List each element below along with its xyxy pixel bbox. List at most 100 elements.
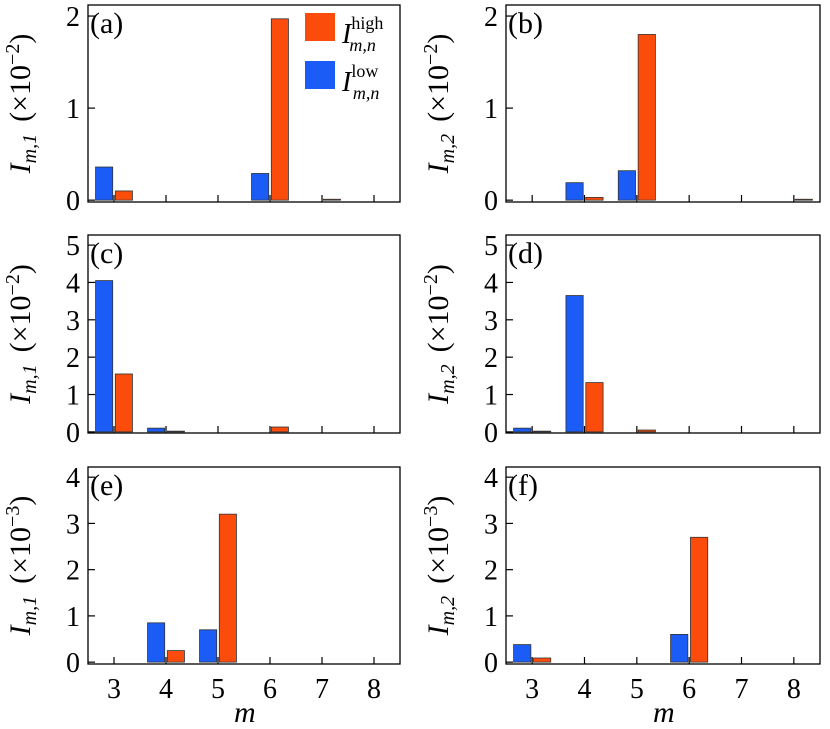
panel-label: (e) [90, 469, 123, 502]
y-tick-label: 1 [484, 94, 498, 125]
y-tick-label: 0 [66, 186, 80, 217]
y-label-main: I [422, 623, 455, 636]
bar [513, 427, 532, 433]
legend-name: I [341, 19, 353, 50]
y-label-sub: m,2 [437, 134, 459, 163]
legend-swatch [305, 61, 335, 89]
y-label-exp: −2 [2, 44, 24, 65]
y-axis-label: Im,1 (×10−2) [2, 34, 41, 175]
legend-sub: m,n [353, 83, 380, 103]
x-tick-label: 8 [367, 674, 381, 705]
y-label-main: I [4, 392, 37, 405]
bar [95, 280, 114, 433]
y-tick-label: 2 [484, 556, 498, 587]
y-label-close: ) [422, 496, 455, 506]
bar [270, 426, 289, 433]
y-tick-label: 4 [66, 463, 80, 494]
bar [114, 190, 133, 201]
plot-frame [505, 466, 821, 665]
y-tick-label: 4 [66, 268, 80, 299]
y-label-sub: m,1 [19, 134, 41, 163]
y-label-main: I [422, 161, 455, 174]
bar [270, 18, 289, 201]
bar [690, 536, 709, 663]
y-label-main: I [422, 392, 455, 405]
y-label-factor: (×10 [422, 65, 455, 122]
panel-label: (b) [508, 7, 543, 40]
bar [533, 430, 552, 433]
y-tick-label: 1 [66, 602, 80, 633]
y-tick-label: 1 [66, 381, 80, 412]
y-tick-label: 0 [484, 418, 498, 449]
bar [617, 170, 636, 201]
plot-frame [87, 4, 401, 203]
bar [147, 622, 166, 663]
bar [218, 513, 237, 663]
bar [637, 429, 656, 433]
legend-sup: high [351, 13, 383, 33]
y-tick-label: 1 [484, 381, 498, 412]
y-axis-label: Im,2 (×10−2) [420, 264, 459, 405]
legend-swatch [305, 13, 335, 41]
x-tick-label: 6 [263, 674, 277, 705]
y-label-main: I [4, 161, 37, 174]
x-tick-label: 8 [787, 674, 801, 705]
bar [95, 166, 114, 201]
bar [147, 427, 166, 433]
y-tick-label: 3 [66, 306, 80, 337]
y-axis-label: Im,2 (×10−3) [420, 496, 459, 637]
y-label-close: ) [4, 496, 37, 506]
bar [670, 634, 689, 663]
legend-entry: Ihigh m,n [341, 13, 383, 55]
y-label-factor: (×10 [4, 65, 37, 122]
plot-frame [87, 466, 401, 665]
y-label-sub: m,1 [19, 596, 41, 625]
y-tick-label: 0 [66, 648, 80, 679]
y-label-main: I [4, 623, 37, 636]
y-label-factor: (×10 [422, 295, 455, 352]
y-label-close: ) [4, 34, 37, 44]
y-tick-label: 3 [66, 509, 80, 540]
y-tick-label: 2 [484, 2, 498, 33]
x-tick-label: 5 [630, 674, 644, 705]
y-label-exp: −2 [420, 44, 442, 65]
x-tick-label: 3 [107, 674, 121, 705]
y-label-sub: m,2 [437, 596, 459, 625]
bar [585, 382, 604, 433]
y-label-sub: m,2 [437, 364, 459, 393]
bar [166, 650, 185, 663]
legend-entry: Ilow m,n [341, 61, 379, 103]
bar [322, 198, 341, 201]
y-axis-label: Im,1 (×10−3) [2, 496, 41, 637]
y-tick-label: 5 [484, 231, 498, 262]
x-tick-label: 7 [315, 674, 329, 705]
bar [794, 198, 813, 201]
x-tick-label: 7 [735, 674, 749, 705]
y-axis-label: Im,2 (×10−2) [420, 34, 459, 175]
y-label-factor: (×10 [422, 527, 455, 584]
legend-sup: low [351, 61, 378, 81]
bar [513, 644, 532, 663]
y-tick-label: 3 [484, 306, 498, 337]
panel-label: (f) [508, 469, 538, 502]
bar [199, 629, 218, 663]
y-tick-label: 1 [66, 94, 80, 125]
y-tick-label: 2 [484, 343, 498, 374]
bar [251, 173, 270, 201]
legend-name: I [341, 67, 353, 98]
y-label-exp: −3 [2, 506, 24, 527]
panel-label: (d) [508, 237, 543, 270]
y-axis-label: Im,1 (×10−2) [2, 264, 41, 405]
bar [585, 196, 604, 201]
bar [637, 34, 656, 201]
y-label-exp: −2 [420, 274, 442, 295]
x-axis-label: m [653, 696, 675, 729]
y-label-factor: (×10 [4, 527, 37, 584]
x-axis-label: m [234, 696, 256, 729]
legend-sub: m,n [349, 35, 376, 55]
plot-frame [87, 234, 401, 434]
x-tick-label: 6 [682, 674, 696, 705]
y-tick-label: 2 [66, 556, 80, 587]
y-label-exp: −2 [2, 274, 24, 295]
